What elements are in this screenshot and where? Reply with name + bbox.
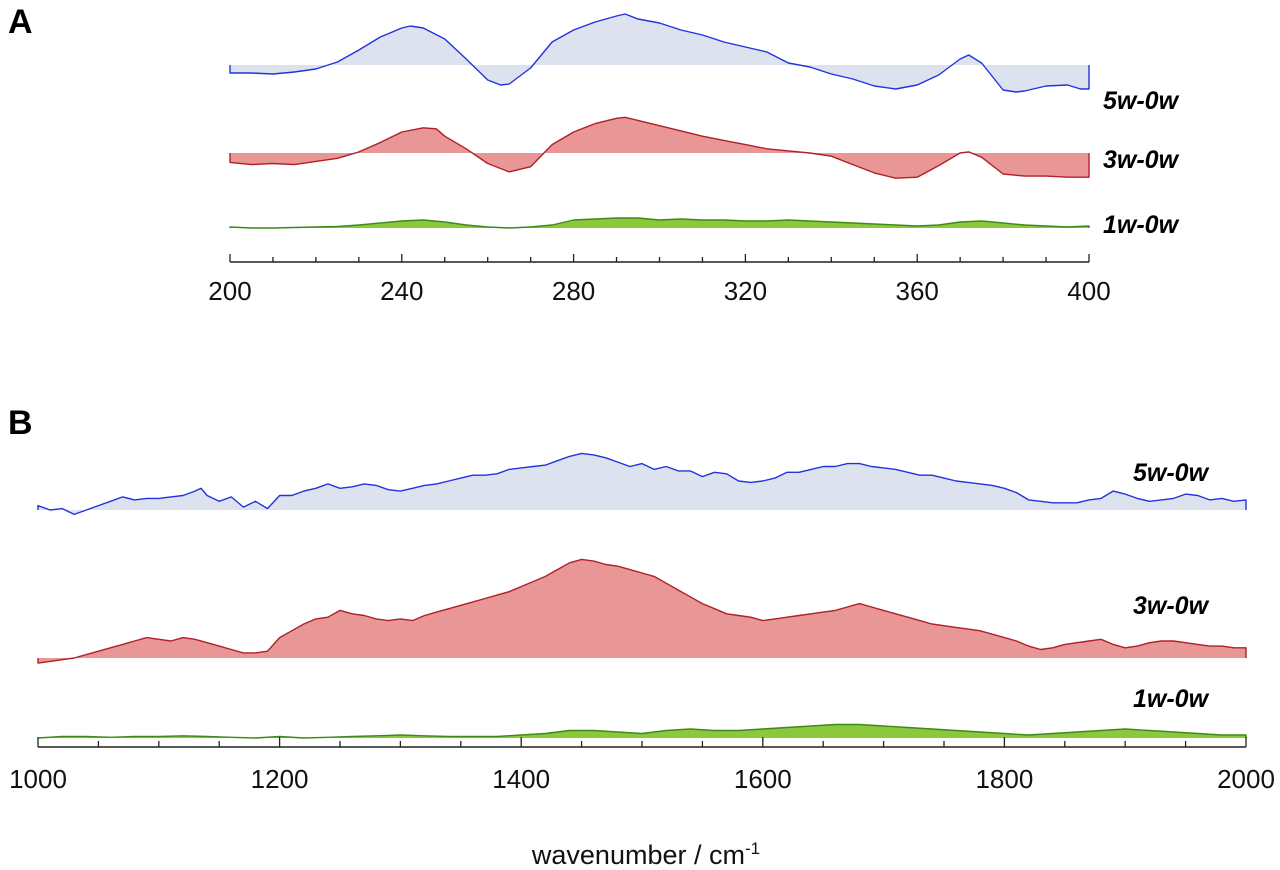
panel-a-series-group: [229, 13, 1090, 229]
panel-a-tick-label-280: 280: [552, 276, 595, 306]
panel-b-ticks: [37, 737, 1247, 747]
x-axis-title-superscript: -1: [745, 839, 760, 858]
panel-a-tick-label-320: 320: [724, 276, 767, 306]
panel-a-tick-labels: 200 240 280 320 360 400: [208, 276, 1110, 306]
panel-b-tick-labels: 1000 1200 1400 1600 1800 2000: [9, 764, 1275, 794]
panel-b-5w-line: [37, 452, 1247, 516]
panel-a-5w-area: [230, 14, 1089, 92]
panel-a-3w-line: [229, 116, 1090, 179]
panel-b-3w-area: [38, 559, 1246, 664]
panel-a-ticks: [229, 254, 1090, 262]
panel-b-label-3w: 3w-0w: [1133, 592, 1210, 620]
x-axis-title: wavenumber / cm-1: [531, 839, 760, 870]
panel-a-1w-line: [229, 217, 1090, 229]
panel-b-1w-line: [37, 723, 1247, 739]
panel-a-tick-label-200: 200: [208, 276, 251, 306]
panel-a-label-5w: 5w-0w: [1103, 87, 1180, 115]
x-axis-title-text: wavenumber / cm: [531, 840, 745, 870]
panel-a-3w-area: [230, 117, 1089, 179]
panel-b-tick-label-1800: 1800: [975, 764, 1033, 794]
panel-a-label-1w: 1w-0w: [1103, 211, 1180, 239]
panel-b-label-5w: 5w-0w: [1133, 459, 1210, 487]
panel-a-tick-label-400: 400: [1067, 276, 1110, 306]
panel-b-tick-label-1200: 1200: [251, 764, 309, 794]
panel-b-tick-label-1400: 1400: [492, 764, 550, 794]
panel-b-1w-area: [38, 724, 1246, 738]
panel-b-tick-label-2000: 2000: [1217, 764, 1275, 794]
panel-b-tick-label-1600: 1600: [734, 764, 792, 794]
panel-a-label-3w: 3w-0w: [1103, 146, 1180, 174]
panel-b-3w-line: [37, 558, 1247, 664]
panel-a-5w-line: [229, 13, 1090, 93]
panel-a-1w-area: [230, 218, 1089, 228]
panel-b-series-group: [37, 452, 1247, 739]
panel-a-tick-label-360: 360: [896, 276, 939, 306]
panel-letter-a: A: [8, 3, 33, 41]
panel-a-tick-label-240: 240: [380, 276, 423, 306]
panel-letter-b: B: [8, 404, 33, 442]
panel-b-tick-label-1000: 1000: [9, 764, 67, 794]
panel-b-5w-area: [38, 453, 1246, 515]
panel-b-label-1w: 1w-0w: [1133, 685, 1210, 713]
